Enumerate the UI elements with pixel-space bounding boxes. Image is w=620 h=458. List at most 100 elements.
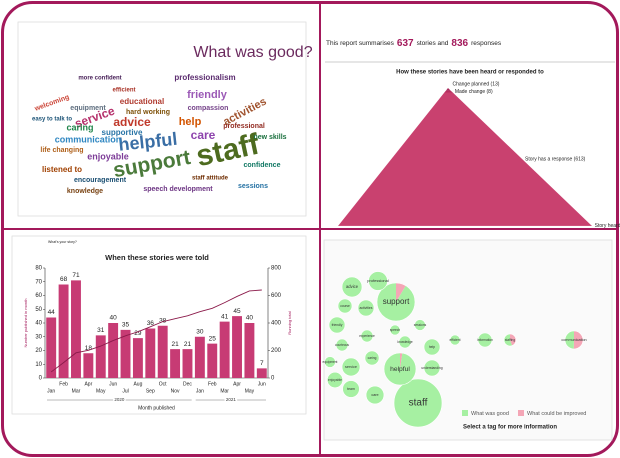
legend-label: What could be improved	[527, 411, 586, 417]
bar	[219, 321, 230, 378]
bar-value-label: 45	[233, 308, 241, 315]
bubble[interactable]	[368, 271, 388, 291]
bubble-label: support	[383, 297, 410, 306]
bubble-label: experience	[359, 334, 375, 338]
bubble-good[interactable]	[504, 334, 513, 346]
bubble-label: course	[340, 304, 350, 308]
bubble[interactable]	[360, 329, 374, 343]
bubble-outline	[503, 333, 517, 347]
x-tick-label: Apr	[233, 381, 241, 387]
bar	[157, 325, 168, 378]
word: equipment	[70, 105, 106, 112]
segment-label: Made change (8)	[455, 89, 493, 95]
bubble-improved[interactable]	[510, 334, 517, 346]
bar-value-label: 25	[209, 335, 217, 342]
bubble-improved[interactable]	[396, 283, 406, 302]
word: staff attitude	[192, 176, 229, 182]
bar	[120, 329, 131, 378]
bubble[interactable]	[341, 276, 363, 298]
bar-value-label: 36	[147, 320, 155, 327]
x-tick-label: Jun	[109, 381, 117, 387]
word: compassion	[188, 105, 229, 112]
bubble-good[interactable]	[564, 331, 574, 349]
bubble-good[interactable]	[383, 353, 416, 385]
bubble-label: caring	[368, 356, 377, 360]
bubble-label: staffing	[505, 338, 515, 342]
bar	[194, 336, 205, 378]
y2-tick-label: 600	[271, 293, 282, 299]
bubble[interactable]	[341, 357, 361, 377]
x-tick-label: Aug	[133, 381, 142, 387]
bubble[interactable]	[335, 338, 349, 352]
bubble[interactable]	[365, 385, 385, 405]
bubble[interactable]	[398, 335, 412, 349]
caption: Select a tag for more information	[463, 425, 557, 431]
x-tick-label: Mar	[72, 388, 81, 394]
y-tick-label: 80	[35, 266, 42, 272]
bubble-label: information	[477, 338, 493, 342]
x-tick-label: Mar	[220, 388, 229, 394]
word: enjoyable	[87, 151, 129, 161]
bar-value-label: 40	[110, 315, 118, 322]
bar	[58, 284, 69, 378]
group-label: 2020	[114, 397, 125, 402]
x-axis-title: Month published	[138, 405, 175, 411]
bubble[interactable]	[342, 380, 360, 398]
bubble[interactable]	[389, 324, 401, 336]
bubble[interactable]	[449, 334, 461, 346]
bar-value-label: 31	[97, 327, 105, 334]
segment-label: Change planned (13)	[452, 82, 499, 88]
bubble-outline	[564, 330, 584, 350]
bubble[interactable]	[328, 316, 346, 334]
bubble-good[interactable]	[376, 283, 415, 322]
bubble-label: courteous	[335, 343, 349, 347]
word: professionalism	[174, 73, 235, 82]
word: efficient	[112, 88, 135, 94]
x-tick-label: Jan	[47, 388, 55, 394]
x-tick-label: Jul	[122, 388, 128, 394]
bubble-label: activities	[360, 306, 373, 310]
bubble-improved[interactable]	[400, 353, 403, 369]
bubble[interactable]	[423, 359, 441, 377]
word: hard working	[126, 109, 170, 116]
bubble[interactable]	[423, 338, 441, 356]
x-tick-label: Oct	[159, 381, 167, 387]
x-tick-label: May	[245, 388, 255, 394]
stories-count: 637	[397, 38, 414, 49]
bubble-improved[interactable]	[573, 331, 583, 349]
y2-tick-label: 200	[271, 348, 282, 354]
word: easy to talk to	[32, 117, 72, 123]
y2-tick-label: 400	[271, 321, 282, 327]
bubble-label: efficient	[450, 338, 461, 342]
x-tick-label: Jan	[196, 388, 204, 394]
bar	[170, 349, 181, 378]
bubble[interactable]	[324, 356, 336, 368]
pyramid-segment	[444, 90, 453, 93]
bar-value-label: 35	[122, 322, 130, 329]
x-tick-label: Jun	[258, 381, 266, 387]
bubble[interactable]	[337, 298, 353, 314]
bubble[interactable]	[393, 378, 443, 428]
bubble[interactable]	[364, 350, 380, 366]
bar	[132, 338, 143, 378]
bar-value-label: 44	[48, 309, 56, 316]
word: advice	[113, 115, 151, 129]
bubble-label: advice	[346, 284, 359, 289]
bubble[interactable]	[326, 371, 344, 389]
x-tick-label: Feb	[59, 381, 68, 387]
bubble-label: service	[345, 365, 357, 369]
bubble-label: sessions	[414, 323, 427, 327]
x-tick-label: Feb	[208, 381, 217, 387]
x-tick-label: Apr	[84, 381, 92, 387]
x-tick-label: Sep	[146, 388, 155, 394]
bubble[interactable]	[357, 299, 375, 317]
bar-value-label: 30	[196, 328, 204, 335]
bubble[interactable]	[477, 332, 493, 348]
panel	[17, 21, 307, 217]
pyramid-segment	[338, 225, 592, 226]
bubble[interactable]	[414, 319, 426, 331]
bubble-label: knowledge	[397, 340, 412, 344]
bar-value-label: 68	[60, 276, 68, 283]
